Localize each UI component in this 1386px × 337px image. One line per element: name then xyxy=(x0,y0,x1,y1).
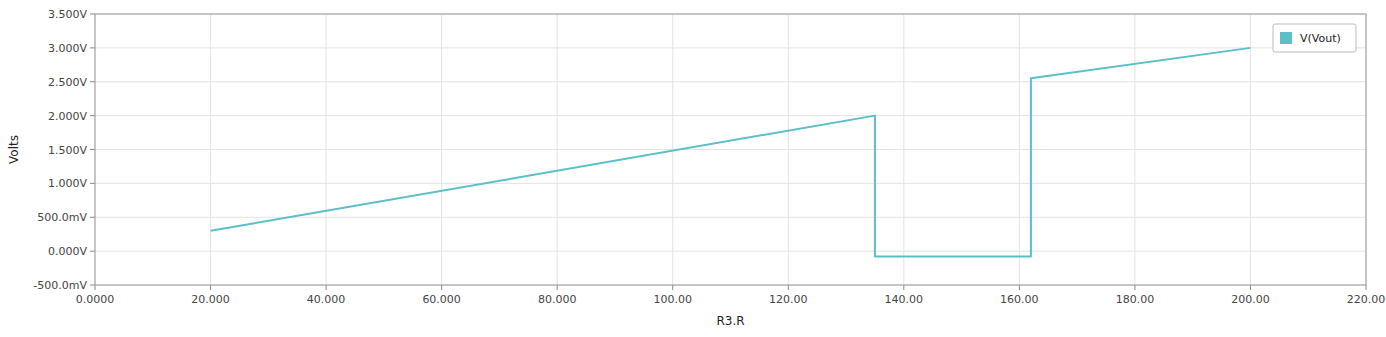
x-tick-label: 80.000 xyxy=(538,293,577,306)
y-tick xyxy=(90,251,95,252)
y-tick-label: 1.000V xyxy=(48,177,87,190)
y-tick-label: 2.500V xyxy=(48,76,87,89)
x-tick xyxy=(441,285,442,290)
y-tick xyxy=(90,285,95,286)
x-tick xyxy=(1250,285,1251,290)
y-tick xyxy=(90,81,95,82)
x-tick-label: 140.00 xyxy=(885,293,924,306)
x-tick xyxy=(672,285,673,290)
y-tick-label: 2.000V xyxy=(48,110,87,123)
grid xyxy=(95,14,1366,285)
x-tick-label: 180.00 xyxy=(1116,293,1155,306)
x-tick-label: 60.000 xyxy=(422,293,461,306)
y-axis-label: Volts xyxy=(7,135,21,164)
legend: V(Vout) xyxy=(1273,24,1356,52)
y-tick xyxy=(90,47,95,48)
axes: 0.0000 20.000 40.000 60.000 80.000 100.00 120.… xyxy=(33,8,1385,306)
series-line xyxy=(211,48,1251,257)
y-grid-line xyxy=(95,81,1366,82)
y-grid-line xyxy=(95,183,1366,184)
x-tick-label: 100.00 xyxy=(653,293,692,306)
y-tick-label: 3.000V xyxy=(48,42,87,55)
y-grid-line xyxy=(95,47,1366,48)
x-tick-label: 0.0000 xyxy=(76,293,115,306)
x-tick xyxy=(903,285,904,290)
y-grid-line xyxy=(95,149,1366,150)
y-tick-label: 1.500V xyxy=(48,144,87,157)
x-tick-label: 40.000 xyxy=(307,293,346,306)
y-grid-line xyxy=(95,115,1366,116)
legend-label: V(Vout) xyxy=(1300,32,1341,45)
y-tick xyxy=(90,149,95,150)
x-tick-label: 160.00 xyxy=(1000,293,1039,306)
x-tick-label: 20.000 xyxy=(191,293,230,306)
x-tick xyxy=(1134,285,1135,290)
y-tick-label: 3.500V xyxy=(48,8,87,21)
legend-swatch xyxy=(1280,32,1292,44)
x-tick xyxy=(1019,285,1020,290)
x-tick xyxy=(788,285,789,290)
plot-data xyxy=(211,48,1251,257)
y-tick xyxy=(90,183,95,184)
legend-box xyxy=(1273,24,1356,52)
y-tick-label: 0.000V xyxy=(48,245,87,258)
x-tick-label: 220.00 xyxy=(1347,293,1386,306)
y-tick xyxy=(90,217,95,218)
x-axis-label: R3.R xyxy=(716,314,744,328)
x-tick xyxy=(210,285,211,290)
x-tick xyxy=(1366,285,1367,290)
y-tick xyxy=(90,14,95,15)
x-tick xyxy=(557,285,558,290)
x-tick-label: 200.00 xyxy=(1231,293,1270,306)
x-tick-label: 120.00 xyxy=(769,293,808,306)
y-tick-label: -500.0mV xyxy=(33,279,87,292)
chart: 0.0000 20.000 40.000 60.000 80.000 100.00 120.… xyxy=(0,0,1386,337)
y-tick-label: 500.0mV xyxy=(37,211,87,224)
y-tick xyxy=(90,115,95,116)
y-grid-line xyxy=(95,251,1366,252)
plot-frame xyxy=(95,14,1366,285)
x-tick xyxy=(326,285,327,290)
x-tick xyxy=(95,285,96,290)
